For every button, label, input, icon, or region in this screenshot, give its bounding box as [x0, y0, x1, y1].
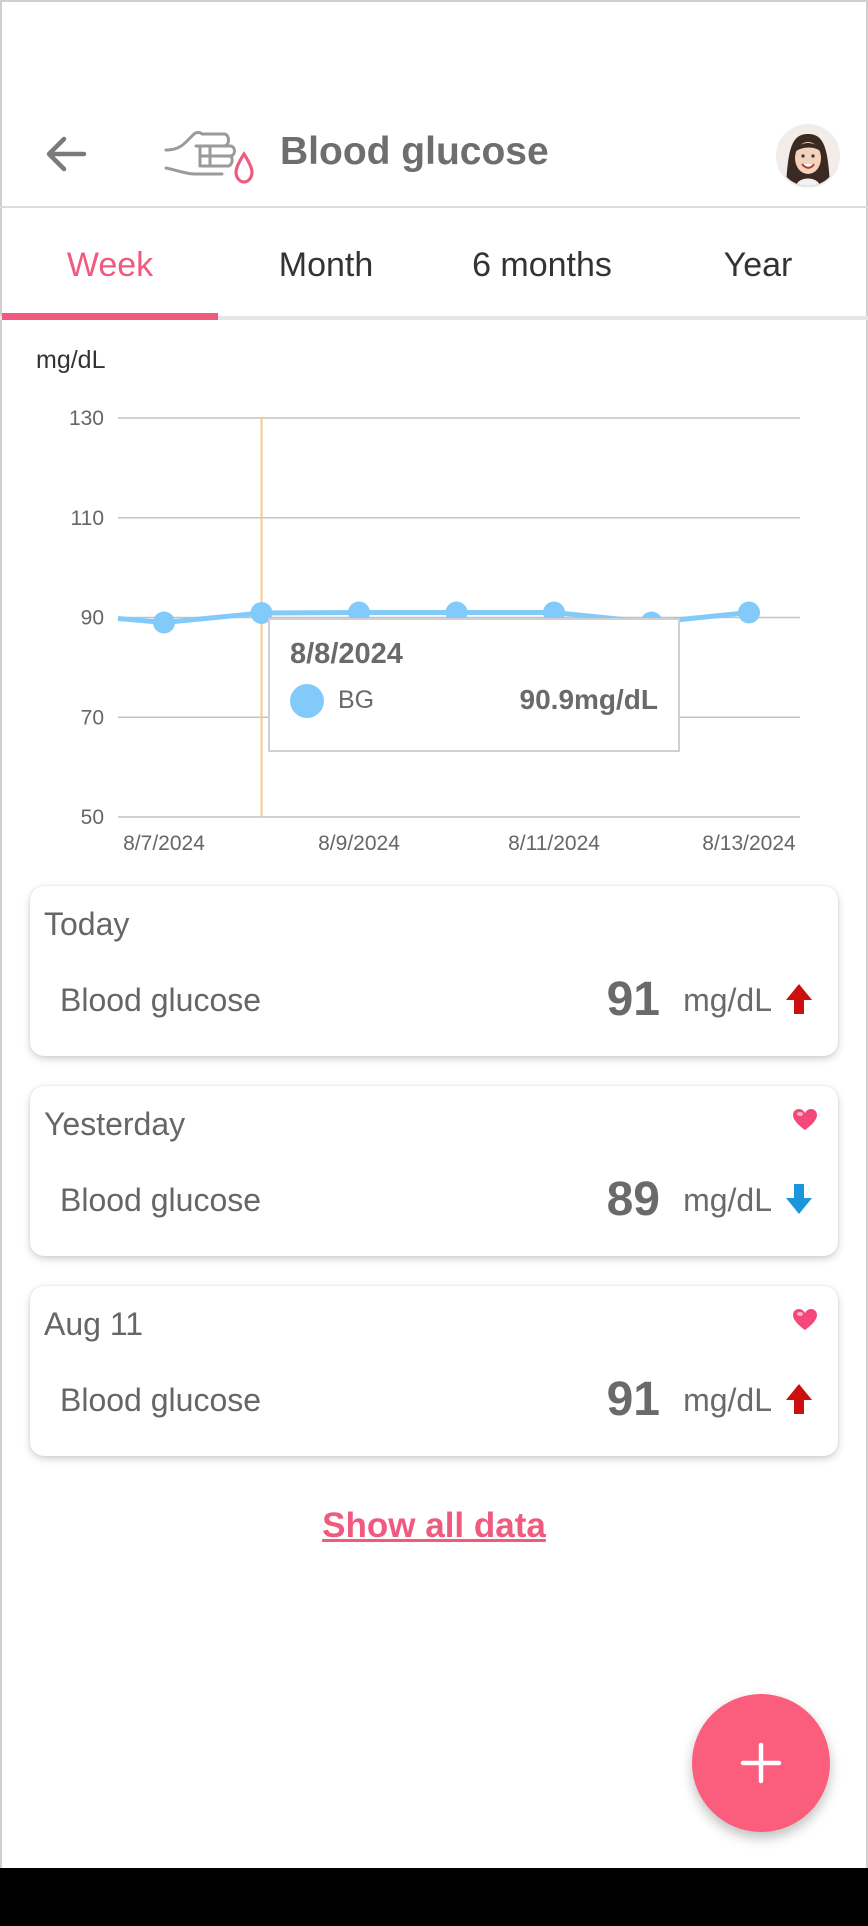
tooltip-date: 8/8/2024	[290, 638, 403, 670]
y-tick-label: 130	[69, 407, 104, 430]
blood-glucose-chart[interactable]: 50 70 90 110 130 8/7/2024 8/9/2024 8/11/2024 8/…	[0, 390, 868, 870]
reading-card-yesterday[interactable]: Yesterday Blood glucose 89 mg/dL	[30, 1086, 838, 1256]
show-all-data-link[interactable]: Show all data	[322, 1506, 546, 1545]
data-point[interactable]	[153, 611, 175, 634]
plus-icon	[740, 1742, 782, 1784]
system-navigation-bar	[0, 1868, 868, 1926]
card-date: Yesterday	[44, 1106, 186, 1142]
user-avatar-icon	[778, 126, 838, 186]
heart-icon[interactable]	[792, 1108, 818, 1132]
card-value: 91	[606, 1373, 660, 1426]
x-tick-label: 8/7/2024	[123, 832, 205, 855]
tooltip-value: 90.9mg/dL	[519, 684, 658, 715]
card-label: Blood glucose	[60, 1182, 262, 1218]
data-point[interactable]	[250, 602, 273, 625]
app-header: Blood glucose	[0, 100, 868, 208]
reading-card-today[interactable]: Today Blood glucose 91 mg/dL	[30, 886, 838, 1056]
card-label: Blood glucose	[60, 1382, 262, 1418]
trend-down-icon	[786, 1184, 812, 1214]
chart-tooltip: 8/8/2024 BG 90.9mg/dL	[268, 618, 680, 752]
card-date: Today	[44, 906, 130, 942]
y-axis-unit-label: mg/dL	[36, 346, 106, 374]
tooltip-series-dot	[290, 684, 324, 718]
y-tick-label: 110	[71, 507, 104, 530]
tab-6-months[interactable]: 6 months	[472, 245, 612, 284]
tab-month[interactable]: Month	[278, 245, 374, 284]
card-unit: mg/dL	[683, 1182, 772, 1218]
x-tick-label: 8/11/2024	[508, 832, 600, 855]
tab-week[interactable]: Week	[66, 245, 154, 284]
y-tick-label: 50	[81, 806, 104, 829]
card-unit: mg/dL	[683, 982, 772, 1018]
x-tick-label: 8/9/2024	[318, 832, 400, 855]
reading-card-aug-11[interactable]: Aug 11 Blood glucose 91 mg/dL	[30, 1286, 838, 1456]
card-value: 91	[606, 973, 660, 1026]
tab-year[interactable]: Year	[723, 245, 793, 284]
card-date: Aug 11	[44, 1306, 144, 1342]
heart-icon[interactable]	[792, 1308, 818, 1332]
tooltip-series-name: BG	[338, 686, 375, 714]
user-avatar[interactable]	[776, 124, 840, 188]
x-tick-label: 8/13/2024	[702, 832, 796, 855]
trend-up-icon	[786, 984, 812, 1014]
y-tick-label: 70	[81, 706, 104, 729]
tab-indicator	[2, 313, 218, 320]
arrow-left-icon[interactable]	[40, 128, 92, 180]
add-reading-button[interactable]	[692, 1694, 830, 1832]
card-label: Blood glucose	[60, 982, 262, 1018]
page-title: Blood glucose	[280, 130, 549, 173]
card-value: 89	[606, 1173, 660, 1226]
period-tabs: Week Month 6 months Year	[0, 210, 868, 320]
card-unit: mg/dL	[683, 1382, 772, 1418]
data-point[interactable]	[738, 601, 760, 624]
finger-blood-drop-icon	[164, 131, 254, 184]
y-tick-label: 90	[81, 607, 104, 630]
trend-up-icon	[786, 1384, 812, 1414]
